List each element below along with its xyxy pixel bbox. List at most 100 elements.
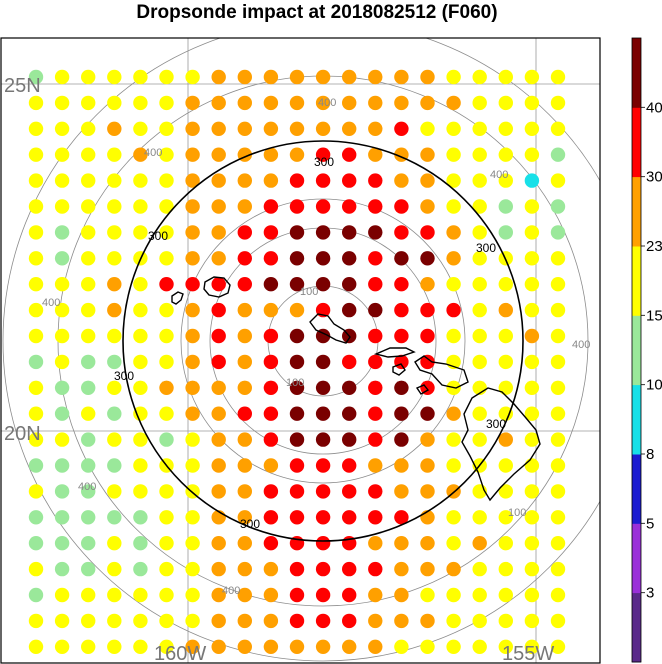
- impact-point: [446, 95, 461, 111]
- impact-point: [263, 536, 279, 551]
- impact-point: [394, 458, 409, 473]
- impact-point: [107, 147, 122, 162]
- impact-point: [28, 95, 44, 111]
- impact-point: [368, 458, 383, 473]
- impact-point: [185, 199, 200, 214]
- impact-point: [315, 147, 331, 162]
- impact-point: [368, 587, 383, 603]
- ring-label-400-bottom: 400: [222, 585, 240, 597]
- impact-point: [550, 561, 566, 577]
- impact-point: [133, 639, 148, 654]
- impact-point: [550, 510, 566, 525]
- impact-point: [211, 173, 226, 188]
- impact-point: [446, 277, 461, 292]
- impact-point: [237, 199, 252, 214]
- impact-point: [472, 251, 487, 266]
- impact-point: [185, 406, 200, 421]
- impact-point: [315, 587, 331, 603]
- impact-point: [368, 277, 383, 292]
- impact-point: [81, 406, 96, 421]
- impact-point: [446, 121, 461, 136]
- impact-point: [289, 510, 305, 525]
- impact-point: [185, 251, 200, 266]
- impact-point: [263, 328, 279, 344]
- colorbar: 3 5 8 10 15 23 30 40: [631, 37, 662, 663]
- impact-point: [446, 458, 461, 473]
- impact-point: [420, 251, 435, 266]
- impact-point: [550, 121, 566, 136]
- impact-point: [133, 225, 148, 240]
- impact-point: [133, 354, 148, 370]
- impact-point: [289, 173, 305, 188]
- impact-point: [524, 225, 540, 240]
- impact-point: [368, 380, 383, 395]
- impact-point: [54, 613, 70, 629]
- ring-labels: 100 100 100 300 300 300 300 300 300 400 …: [42, 97, 590, 597]
- impact-point: [524, 380, 540, 395]
- impact-point: [289, 251, 305, 266]
- impact-point: [420, 121, 435, 136]
- colorbar-label: 23: [646, 238, 662, 255]
- impact-point: [368, 173, 383, 188]
- impact-point: [159, 380, 174, 395]
- impact-point: [28, 432, 44, 447]
- ring-label-300-left: 300: [148, 229, 168, 243]
- impact-point: [289, 432, 305, 447]
- impact-point: [550, 639, 566, 654]
- impact-point: [420, 380, 435, 395]
- colorbar-label: 3: [646, 585, 654, 602]
- impact-point: [524, 173, 540, 188]
- impact-point: [81, 432, 96, 447]
- impact-point: [81, 510, 96, 525]
- impact-point: [28, 536, 44, 551]
- impact-point: [133, 536, 148, 551]
- impact-point: [315, 510, 331, 525]
- impact-point: [446, 587, 461, 603]
- impact-point: [524, 484, 540, 499]
- impact-point: [368, 251, 383, 266]
- impact-point: [211, 225, 226, 240]
- impact-point: [263, 639, 279, 654]
- impact-point: [446, 69, 461, 85]
- impact-point: [211, 95, 226, 111]
- impact-point: [54, 147, 70, 162]
- ring-label-300-bottom: 300: [240, 517, 260, 531]
- impact-point: [315, 95, 331, 111]
- impact-point: [420, 432, 435, 447]
- impact-point: [498, 639, 513, 654]
- impact-point: [446, 561, 461, 577]
- impact-point: [54, 95, 70, 111]
- impact-point: [28, 173, 44, 188]
- colorbar-frame: [631, 37, 642, 663]
- hawaiian-islands: [171, 276, 541, 502]
- island-molokai: [373, 347, 416, 358]
- impact-point: [315, 328, 331, 344]
- impact-point: [54, 199, 70, 214]
- ring-label-100-east: 100: [508, 507, 526, 519]
- impact-point: [107, 587, 122, 603]
- impact-point: [472, 561, 487, 577]
- impact-point: [159, 639, 174, 654]
- impact-point: [498, 95, 513, 111]
- ring-label-100-north: 100: [300, 286, 318, 298]
- impact-point: [394, 510, 409, 525]
- impact-point: [498, 587, 513, 603]
- impact-point: [185, 458, 200, 473]
- impact-point: [524, 121, 540, 136]
- colorbar-swatch: [632, 246, 641, 316]
- impact-point: [107, 639, 122, 654]
- impact-point: [524, 277, 540, 292]
- impact-point: [524, 432, 540, 447]
- impact-point: [472, 406, 487, 421]
- impact-point: [342, 613, 357, 629]
- impact-point: [28, 277, 44, 292]
- impact-point: [420, 199, 435, 214]
- impact-point: [498, 147, 513, 162]
- impact-point: [524, 328, 540, 344]
- impact-point: [211, 69, 226, 85]
- impact-point: [342, 561, 357, 577]
- impact-point: [133, 484, 148, 499]
- impact-point: [211, 354, 226, 370]
- impact-point: [81, 458, 96, 473]
- impact-point: [211, 380, 226, 395]
